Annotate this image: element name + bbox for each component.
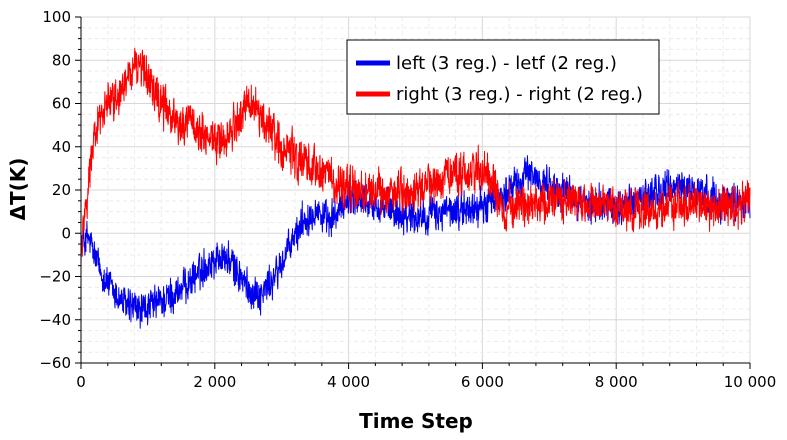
legend: left (3 reg.) - letf (2 reg.) right (3 r… xyxy=(346,39,660,115)
x-axis-title: Time Step xyxy=(359,409,473,433)
x-tick-label: 8 000 xyxy=(595,373,638,391)
y-tick-label: −20 xyxy=(39,268,71,286)
y-tick-label: 100 xyxy=(42,8,71,26)
legend-box xyxy=(346,39,660,115)
series-line-1 xyxy=(80,47,751,257)
y-tick-label: −40 xyxy=(39,311,71,329)
tick-labels: −60 −40 −20 0 20 40 60 80 100 0 2 000 4 000 6 000 8 0… xyxy=(39,8,776,391)
legend-label-left: left (3 reg.) - letf (2 reg.) xyxy=(396,53,617,74)
x-tick-label: 6 000 xyxy=(461,373,504,391)
x-tick-label: 2 000 xyxy=(193,373,236,391)
y-tick-label: 0 xyxy=(61,224,71,242)
legend-label-right: right (3 reg.) - right (2 reg.) xyxy=(396,84,643,105)
y-tick-label: −60 xyxy=(39,354,71,372)
y-tick-label: 60 xyxy=(52,95,71,113)
series-layer xyxy=(80,47,751,329)
x-tick-label: 4 000 xyxy=(327,373,370,391)
y-tick-label: 20 xyxy=(52,181,71,199)
x-tick-label: 10 000 xyxy=(724,373,777,391)
x-tick-label: 0 xyxy=(76,373,86,391)
y-tick-label: 80 xyxy=(52,51,71,69)
axes xyxy=(75,16,751,369)
y-tick-label: 40 xyxy=(52,138,71,156)
y-axis-title: ΔT(K) xyxy=(6,158,30,221)
series-line-0 xyxy=(80,155,751,329)
